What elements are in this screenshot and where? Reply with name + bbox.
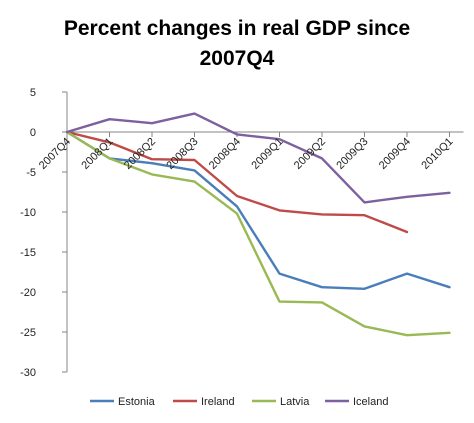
y-tick-label: 5 [30, 87, 36, 99]
legend-label-estonia: Estonia [118, 396, 156, 408]
y-tick-label: -25 [20, 327, 36, 339]
x-tick-label: 2009Q4 [377, 136, 413, 172]
series-lines [65, 112, 451, 337]
y-tick-label: 0 [30, 127, 36, 139]
chart-title-line-1: Percent changes in real GDP since [63, 17, 411, 40]
chart-title-line-2: 2007Q4 [199, 47, 275, 70]
x-tick-label: 2008Q2 [122, 136, 158, 172]
legend-label-iceland: Iceland [353, 396, 388, 408]
series-line-ireland [65, 130, 409, 234]
y-tick-label: -5 [26, 167, 36, 179]
x-tick-label: 2007Q4 [37, 136, 73, 172]
y-tick-label: -10 [20, 207, 36, 219]
x-tick-label: 2008Q4 [207, 136, 243, 172]
x-tick-label: 2008Q3 [164, 136, 200, 172]
chart-title: Percent changes in real GDP since 2007Q4 [0, 14, 474, 74]
axes: 5 0 -5 -10 -15 -20 -25 -30 [20, 87, 464, 379]
y-tick-label: -30 [20, 367, 36, 379]
series-line-iceland [65, 112, 451, 204]
x-tick-label: 2009Q3 [334, 136, 370, 172]
x-tick-label: 2008Q1 [79, 136, 115, 172]
legend-label-ireland: Ireland [201, 396, 235, 408]
series-line-latvia [65, 130, 451, 337]
series-line-estonia [65, 130, 451, 290]
legend-label-latvia: Latvia [280, 396, 310, 408]
y-tick-label: -20 [20, 287, 36, 299]
x-tick-label: 2010Q1 [419, 136, 455, 172]
x-tick-label: 2009Q1 [249, 136, 285, 172]
x-tick-label: 2009Q2 [292, 136, 328, 172]
legend: Estonia Ireland Latvia Iceland [90, 396, 388, 408]
y-tick-label: -15 [20, 247, 36, 259]
